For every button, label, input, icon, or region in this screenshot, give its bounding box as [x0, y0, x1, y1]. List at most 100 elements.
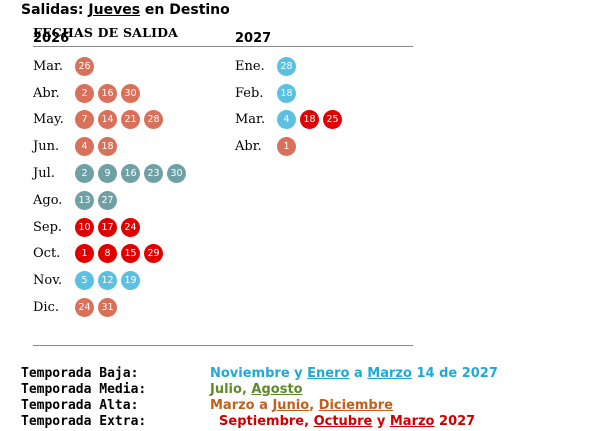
season-label: Temporada Alta:: [21, 398, 139, 413]
month-row: Abr. 1: [235, 133, 342, 160]
departure-date-badge[interactable]: 24: [75, 298, 94, 318]
year-column-2027: 2027 Ene. 28 Feb. 18 Mar. 4 18 25 Abr. 1: [235, 29, 342, 160]
month-label: Abr.: [235, 139, 262, 155]
departure-date-badge[interactable]: 7: [75, 110, 94, 130]
month-row: Nov. 5 12 19: [33, 267, 186, 294]
season-label: Temporada Media:: [21, 382, 147, 397]
date-list: 5 12 19: [75, 271, 140, 291]
season-text: ,: [241, 382, 252, 397]
season-text: ,: [309, 398, 319, 413]
season-text: y: [372, 414, 390, 429]
departure-date-badge[interactable]: 15: [121, 244, 140, 264]
departure-date-badge[interactable]: 12: [98, 271, 117, 291]
departure-date-badge[interactable]: 19: [121, 271, 140, 291]
departure-date-badge[interactable]: 23: [144, 164, 163, 184]
departure-date-badge[interactable]: 1: [277, 137, 296, 157]
departure-date-badge[interactable]: 17: [98, 217, 117, 237]
season-text: Septiembre: [210, 414, 305, 429]
season-text: a: [254, 398, 273, 413]
month-link[interactable]: Octubre: [313, 414, 373, 429]
month-row: Jul. 2 9 16 23 30: [33, 160, 186, 187]
departure-date-badge[interactable]: 24: [121, 217, 140, 237]
departure-date-badge[interactable]: 9: [98, 164, 117, 184]
month-link[interactable]: Marzo: [367, 366, 412, 381]
departure-date-badge[interactable]: 13: [75, 190, 94, 210]
month-row: May. 7 14 21 28: [33, 107, 186, 134]
departure-date-badge[interactable]: 26: [75, 56, 94, 76]
season-text: Marzo: [210, 398, 255, 413]
departure-date-badge[interactable]: 25: [323, 110, 342, 130]
month-label: Oct.: [33, 246, 61, 262]
departure-date-badge[interactable]: 2: [75, 83, 94, 103]
date-list: 4 18 25: [277, 110, 342, 130]
month-row: Feb. 18: [235, 80, 342, 107]
season-months: Marzo a Junio, Diciembre: [210, 398, 393, 414]
month-row: Mar. 4 18 25: [235, 107, 342, 134]
season-label: Temporada Baja:: [21, 366, 139, 381]
departure-date-badge[interactable]: 27: [98, 190, 117, 210]
title-prefix: Salidas:: [21, 2, 89, 18]
departure-date-badge[interactable]: 8: [98, 244, 117, 264]
date-list: 4 18: [75, 137, 117, 157]
month-label: May.: [33, 112, 64, 128]
month-label: Sep.: [33, 219, 63, 235]
month-link[interactable]: Agosto: [251, 382, 303, 397]
departure-date-badge[interactable]: 18: [277, 83, 296, 103]
departure-date-badge[interactable]: 30: [167, 164, 186, 184]
month-label: Mar.: [235, 112, 265, 128]
page-title: Salidas: Jueves en Destino: [21, 2, 230, 18]
departure-date-badge[interactable]: 28: [277, 56, 296, 76]
departure-date-badge[interactable]: 10: [75, 217, 94, 237]
departure-date-badge[interactable]: 5: [75, 271, 94, 291]
date-list: 1: [277, 137, 296, 157]
month-link[interactable]: Marzo: [389, 414, 435, 429]
date-list: 7 14 21 28: [75, 110, 163, 130]
departure-date-badge[interactable]: 16: [98, 83, 117, 103]
season-text: 2027: [434, 414, 476, 429]
month-row: Ene. 28: [235, 53, 342, 80]
month-row: Dic. 24 31: [33, 294, 186, 321]
season-months: Julio, Agosto: [210, 382, 303, 398]
month-label: Feb.: [235, 85, 264, 101]
departure-date-badge[interactable]: 18: [98, 137, 117, 157]
year-column-2026: 2026 Mar. 26 Abr. 2 16 30 May. 7 14 21 28 Jun. 4 18 Ju…: [33, 29, 186, 321]
month-row: Jun. 4 18: [33, 133, 186, 160]
departure-date-badge[interactable]: 31: [98, 298, 117, 318]
month-link[interactable]: Diciembre: [318, 398, 393, 413]
month-link[interactable]: Enero: [307, 366, 350, 381]
departure-date-badge[interactable]: 2: [75, 164, 94, 184]
month-label: Nov.: [33, 273, 63, 289]
title-day-link[interactable]: Jueves: [88, 2, 141, 18]
departure-date-badge[interactable]: 4: [75, 137, 94, 157]
season-text: a: [349, 366, 368, 381]
month-label: Ene.: [235, 58, 265, 74]
month-label: Jul.: [33, 166, 55, 182]
month-link[interactable]: Junio: [272, 398, 310, 413]
date-list: 28: [277, 56, 296, 76]
year-heading: 2026: [33, 31, 70, 46]
departure-date-badge[interactable]: 4: [277, 110, 296, 130]
departure-date-badge[interactable]: 18: [300, 110, 319, 130]
departure-date-badge[interactable]: 14: [98, 110, 117, 130]
departure-calendar: FECHAS DE SALIDA: [33, 22, 413, 47]
month-label: Jun.: [33, 139, 60, 155]
month-row: Mar. 26: [33, 53, 186, 80]
season-text: ,: [304, 414, 314, 429]
date-list: 2 16 30: [75, 83, 140, 103]
departure-date-badge[interactable]: 30: [121, 83, 140, 103]
departure-date-badge[interactable]: 21: [121, 110, 140, 130]
season-text: 14 de 2027: [411, 366, 498, 381]
departure-date-badge[interactable]: 1: [75, 244, 94, 264]
departure-date-badge[interactable]: 16: [121, 164, 140, 184]
month-label: Ago.: [33, 192, 63, 208]
season-label: Temporada Extra:: [21, 414, 147, 429]
departure-date-badge[interactable]: 29: [144, 244, 163, 264]
bottom-divider: [33, 345, 413, 346]
season-months: Septiembre, Octubre y Marzo 2027: [210, 414, 475, 430]
month-label: Mar.: [33, 58, 63, 74]
date-list: 10 17 24: [75, 217, 140, 237]
date-list: 2 9 16 23 30: [75, 164, 186, 184]
departure-date-badge[interactable]: 28: [144, 110, 163, 130]
month-row: Oct. 1 8 15 29: [33, 241, 186, 268]
date-list: 18: [277, 83, 296, 103]
